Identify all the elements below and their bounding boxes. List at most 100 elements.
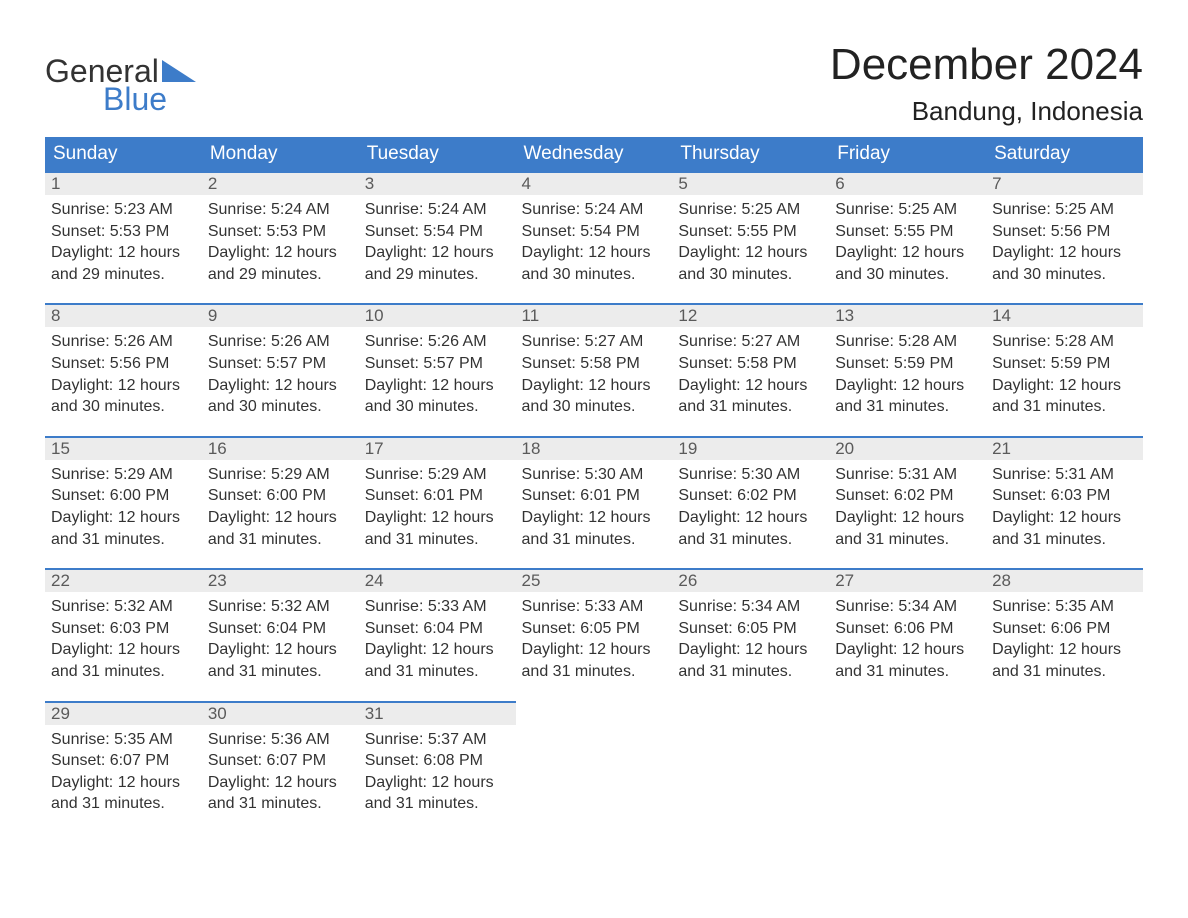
- sunrise-line: Sunrise: 5:35 AM: [51, 729, 196, 751]
- day-details: Sunrise: 5:25 AMSunset: 5:55 PMDaylight:…: [672, 195, 829, 293]
- day-number: 21: [986, 436, 1143, 460]
- day-details: Sunrise: 5:32 AMSunset: 6:03 PMDaylight:…: [45, 592, 202, 690]
- calendar-cell: 16Sunrise: 5:29 AMSunset: 6:00 PMDayligh…: [202, 436, 359, 568]
- calendar-cell: 29Sunrise: 5:35 AMSunset: 6:07 PMDayligh…: [45, 701, 202, 833]
- day-header: Wednesday: [516, 137, 673, 171]
- calendar-cell: 9Sunrise: 5:26 AMSunset: 5:57 PMDaylight…: [202, 303, 359, 435]
- calendar-cell: 5Sunrise: 5:25 AMSunset: 5:55 PMDaylight…: [672, 171, 829, 303]
- day-number: 18: [516, 436, 673, 460]
- day-details: Sunrise: 5:24 AMSunset: 5:54 PMDaylight:…: [359, 195, 516, 293]
- calendar-cell: 4Sunrise: 5:24 AMSunset: 5:54 PMDaylight…: [516, 171, 673, 303]
- daylight-line: Daylight: 12 hours and 30 minutes.: [992, 242, 1137, 285]
- daylight-line: Daylight: 12 hours and 30 minutes.: [522, 242, 667, 285]
- day-number: 7: [986, 171, 1143, 195]
- sunrise-line: Sunrise: 5:30 AM: [522, 464, 667, 486]
- sunset-line: Sunset: 6:06 PM: [992, 618, 1137, 640]
- daylight-line: Daylight: 12 hours and 30 minutes.: [365, 375, 510, 418]
- sunset-line: Sunset: 6:03 PM: [51, 618, 196, 640]
- day-number: 24: [359, 568, 516, 592]
- day-number: 5: [672, 171, 829, 195]
- daylight-line: Daylight: 12 hours and 31 minutes.: [208, 507, 353, 550]
- calendar-cell: [986, 701, 1143, 833]
- calendar-cell: [829, 701, 986, 833]
- header: General Blue December 2024 Bandung, Indo…: [45, 40, 1143, 127]
- sunset-line: Sunset: 5:54 PM: [365, 221, 510, 243]
- day-details: Sunrise: 5:34 AMSunset: 6:06 PMDaylight:…: [829, 592, 986, 690]
- daylight-line: Daylight: 12 hours and 31 minutes.: [835, 507, 980, 550]
- sunset-line: Sunset: 6:02 PM: [835, 485, 980, 507]
- calendar-cell: 7Sunrise: 5:25 AMSunset: 5:56 PMDaylight…: [986, 171, 1143, 303]
- sunset-line: Sunset: 5:57 PM: [208, 353, 353, 375]
- sunset-line: Sunset: 5:58 PM: [678, 353, 823, 375]
- sunrise-line: Sunrise: 5:27 AM: [678, 331, 823, 353]
- day-details: Sunrise: 5:34 AMSunset: 6:05 PMDaylight:…: [672, 592, 829, 690]
- calendar-cell: 19Sunrise: 5:30 AMSunset: 6:02 PMDayligh…: [672, 436, 829, 568]
- daylight-line: Daylight: 12 hours and 31 minutes.: [208, 772, 353, 815]
- day-details: Sunrise: 5:24 AMSunset: 5:54 PMDaylight:…: [516, 195, 673, 293]
- calendar-cell: 8Sunrise: 5:26 AMSunset: 5:56 PMDaylight…: [45, 303, 202, 435]
- daylight-line: Daylight: 12 hours and 31 minutes.: [365, 507, 510, 550]
- sunset-line: Sunset: 5:55 PM: [835, 221, 980, 243]
- sunset-line: Sunset: 6:04 PM: [208, 618, 353, 640]
- day-details: Sunrise: 5:29 AMSunset: 6:01 PMDaylight:…: [359, 460, 516, 558]
- calendar-cell: 10Sunrise: 5:26 AMSunset: 5:57 PMDayligh…: [359, 303, 516, 435]
- title-block: December 2024 Bandung, Indonesia: [830, 40, 1143, 127]
- day-number: 1: [45, 171, 202, 195]
- day-header: Saturday: [986, 137, 1143, 171]
- day-header: Friday: [829, 137, 986, 171]
- day-details: Sunrise: 5:30 AMSunset: 6:02 PMDaylight:…: [672, 460, 829, 558]
- sunrise-line: Sunrise: 5:23 AM: [51, 199, 196, 221]
- day-details: Sunrise: 5:29 AMSunset: 6:00 PMDaylight:…: [45, 460, 202, 558]
- calendar-table: SundayMondayTuesdayWednesdayThursdayFrid…: [45, 137, 1143, 833]
- daylight-line: Daylight: 12 hours and 30 minutes.: [208, 375, 353, 418]
- calendar-header-row: SundayMondayTuesdayWednesdayThursdayFrid…: [45, 137, 1143, 171]
- sunrise-line: Sunrise: 5:36 AM: [208, 729, 353, 751]
- sunrise-line: Sunrise: 5:33 AM: [365, 596, 510, 618]
- sunset-line: Sunset: 6:08 PM: [365, 750, 510, 772]
- daylight-line: Daylight: 12 hours and 29 minutes.: [51, 242, 196, 285]
- day-number: 26: [672, 568, 829, 592]
- daylight-line: Daylight: 12 hours and 31 minutes.: [835, 639, 980, 682]
- sunrise-line: Sunrise: 5:30 AM: [678, 464, 823, 486]
- sunset-line: Sunset: 6:01 PM: [522, 485, 667, 507]
- sunrise-line: Sunrise: 5:29 AM: [208, 464, 353, 486]
- calendar-cell: 25Sunrise: 5:33 AMSunset: 6:05 PMDayligh…: [516, 568, 673, 700]
- day-number: 20: [829, 436, 986, 460]
- daylight-line: Daylight: 12 hours and 31 minutes.: [678, 375, 823, 418]
- daylight-line: Daylight: 12 hours and 31 minutes.: [992, 507, 1137, 550]
- daylight-line: Daylight: 12 hours and 29 minutes.: [208, 242, 353, 285]
- day-details: Sunrise: 5:26 AMSunset: 5:57 PMDaylight:…: [359, 327, 516, 425]
- day-details: Sunrise: 5:23 AMSunset: 5:53 PMDaylight:…: [45, 195, 202, 293]
- calendar-cell: 18Sunrise: 5:30 AMSunset: 6:01 PMDayligh…: [516, 436, 673, 568]
- calendar-week-row: 1Sunrise: 5:23 AMSunset: 5:53 PMDaylight…: [45, 171, 1143, 303]
- day-details: Sunrise: 5:27 AMSunset: 5:58 PMDaylight:…: [672, 327, 829, 425]
- sunset-line: Sunset: 5:55 PM: [678, 221, 823, 243]
- day-number: 27: [829, 568, 986, 592]
- sunset-line: Sunset: 6:00 PM: [208, 485, 353, 507]
- daylight-line: Daylight: 12 hours and 31 minutes.: [365, 639, 510, 682]
- sunset-line: Sunset: 5:58 PM: [522, 353, 667, 375]
- day-details: Sunrise: 5:26 AMSunset: 5:57 PMDaylight:…: [202, 327, 359, 425]
- day-details: Sunrise: 5:24 AMSunset: 5:53 PMDaylight:…: [202, 195, 359, 293]
- sunrise-line: Sunrise: 5:33 AM: [522, 596, 667, 618]
- calendar-cell: 21Sunrise: 5:31 AMSunset: 6:03 PMDayligh…: [986, 436, 1143, 568]
- brand-text-bottom: Blue: [45, 83, 196, 115]
- daylight-line: Daylight: 12 hours and 31 minutes.: [522, 639, 667, 682]
- daylight-line: Daylight: 12 hours and 31 minutes.: [51, 772, 196, 815]
- day-number: 29: [45, 701, 202, 725]
- daylight-line: Daylight: 12 hours and 31 minutes.: [51, 507, 196, 550]
- day-number: 28: [986, 568, 1143, 592]
- sunrise-line: Sunrise: 5:31 AM: [835, 464, 980, 486]
- brand-logo: General Blue: [45, 40, 196, 115]
- calendar-body: 1Sunrise: 5:23 AMSunset: 5:53 PMDaylight…: [45, 171, 1143, 833]
- daylight-line: Daylight: 12 hours and 30 minutes.: [678, 242, 823, 285]
- calendar-cell: 24Sunrise: 5:33 AMSunset: 6:04 PMDayligh…: [359, 568, 516, 700]
- day-number: 3: [359, 171, 516, 195]
- day-details: Sunrise: 5:29 AMSunset: 6:00 PMDaylight:…: [202, 460, 359, 558]
- sunrise-line: Sunrise: 5:29 AM: [51, 464, 196, 486]
- day-details: Sunrise: 5:30 AMSunset: 6:01 PMDaylight:…: [516, 460, 673, 558]
- sunrise-line: Sunrise: 5:25 AM: [835, 199, 980, 221]
- daylight-line: Daylight: 12 hours and 31 minutes.: [992, 375, 1137, 418]
- sunrise-line: Sunrise: 5:35 AM: [992, 596, 1137, 618]
- calendar-cell: 20 Sunrise: 5:31 AMSunset: 6:02 PMDayligh…: [829, 436, 986, 568]
